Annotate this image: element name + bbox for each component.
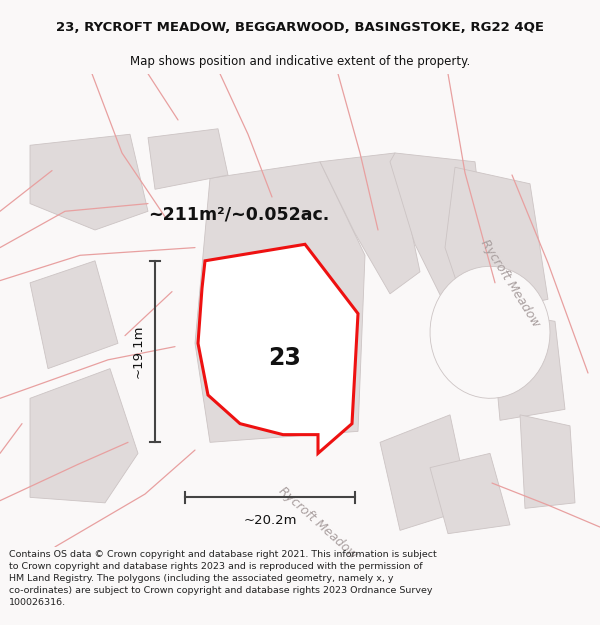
Text: Rycroft Meadow: Rycroft Meadow — [478, 237, 542, 329]
Polygon shape — [490, 310, 565, 421]
Polygon shape — [30, 134, 148, 230]
Polygon shape — [198, 244, 358, 453]
Text: Rycroft Meadow: Rycroft Meadow — [276, 484, 360, 561]
Polygon shape — [390, 153, 490, 305]
Polygon shape — [380, 415, 470, 531]
Text: 23, RYCROFT MEADOW, BEGGARWOOD, BASINGSTOKE, RG22 4QE: 23, RYCROFT MEADOW, BEGGARWOOD, BASINGST… — [56, 21, 544, 34]
Text: ~211m²/~0.052ac.: ~211m²/~0.052ac. — [148, 206, 329, 224]
Polygon shape — [30, 261, 118, 369]
Text: 23: 23 — [269, 346, 301, 369]
Text: Map shows position and indicative extent of the property.: Map shows position and indicative extent… — [130, 54, 470, 68]
Polygon shape — [30, 369, 138, 503]
Text: ~20.2m: ~20.2m — [243, 514, 297, 527]
Polygon shape — [445, 168, 548, 316]
Polygon shape — [195, 162, 365, 442]
Polygon shape — [520, 415, 575, 508]
Text: ~19.1m: ~19.1m — [131, 324, 145, 378]
Polygon shape — [430, 453, 510, 534]
Polygon shape — [430, 266, 550, 398]
Polygon shape — [320, 153, 420, 294]
Text: Contains OS data © Crown copyright and database right 2021. This information is : Contains OS data © Crown copyright and d… — [9, 549, 437, 608]
Polygon shape — [148, 129, 228, 189]
